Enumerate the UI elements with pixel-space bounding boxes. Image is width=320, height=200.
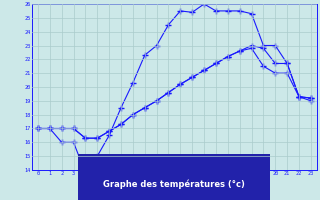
X-axis label: Graphe des températures (°c): Graphe des températures (°c) <box>103 179 245 189</box>
